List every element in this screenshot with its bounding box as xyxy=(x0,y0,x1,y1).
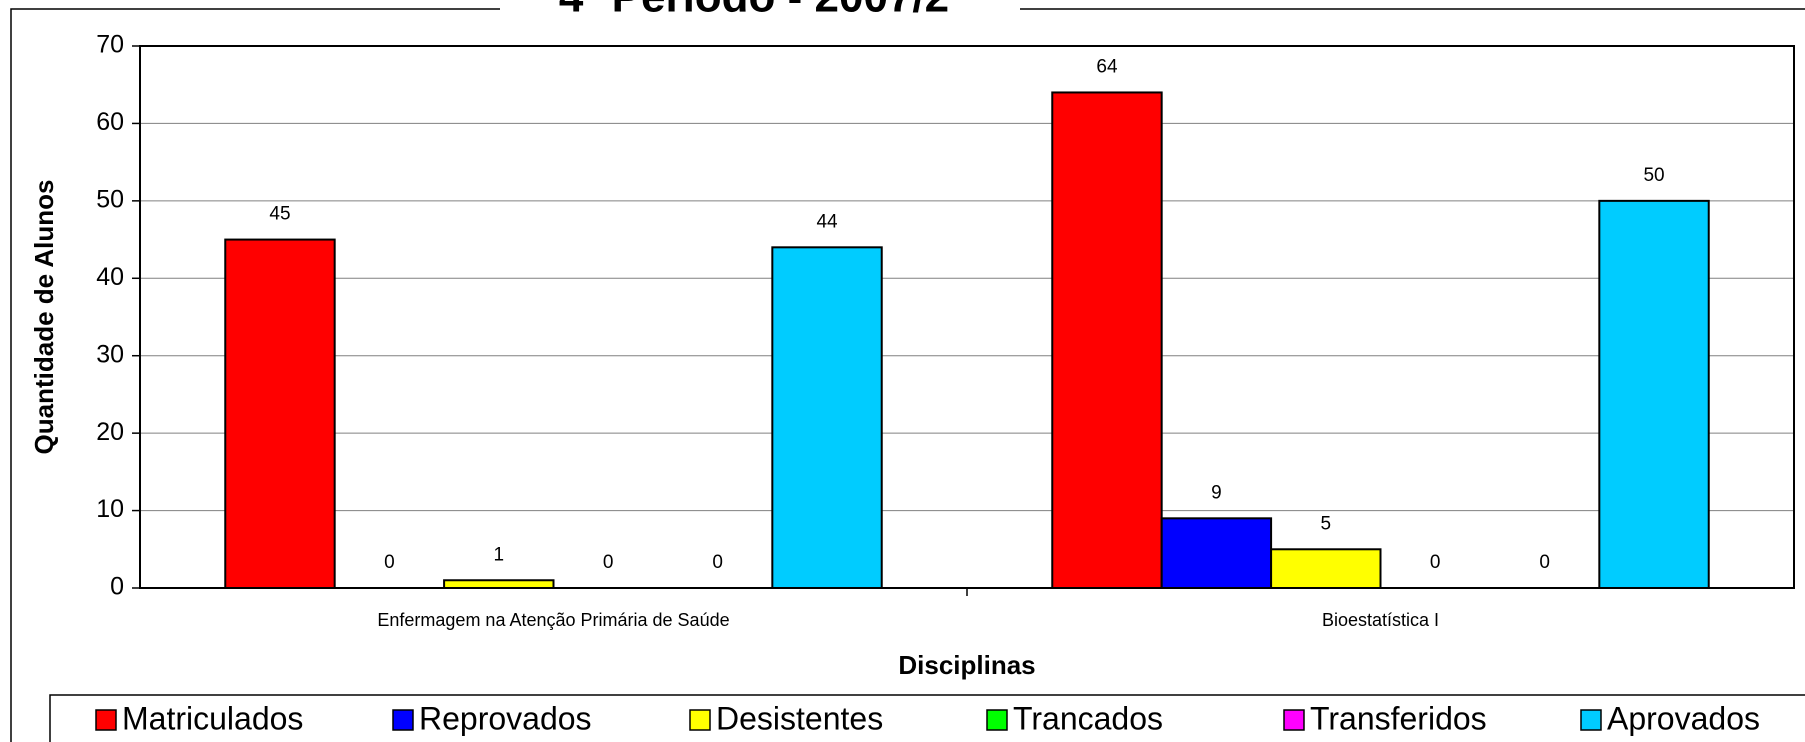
bar xyxy=(1270,548,1382,589)
data-label: 64 xyxy=(1096,56,1118,77)
y-tick-label: 70 xyxy=(96,31,124,59)
data-label: 0 xyxy=(1430,552,1441,573)
bar xyxy=(771,246,883,589)
y-tick-label: 50 xyxy=(96,185,124,213)
x-tick-label: Bioestatística I xyxy=(1322,610,1439,630)
data-label: 44 xyxy=(816,211,838,232)
legend-label: Trancados xyxy=(1013,700,1163,736)
x-axis-label: Disciplinas xyxy=(898,650,1035,680)
legend-label: Matriculados xyxy=(122,700,303,736)
data-label: 50 xyxy=(1643,165,1664,186)
data-label: 0 xyxy=(712,552,723,573)
bar xyxy=(1160,517,1273,589)
data-label: 9 xyxy=(1211,482,1222,503)
legend-swatch xyxy=(95,709,117,731)
y-tick-label: 10 xyxy=(96,495,124,523)
y-tick-label: 60 xyxy=(96,108,124,136)
x-tick-label: Enfermagem na Atenção Primária de Saúde xyxy=(377,610,729,630)
data-label: 0 xyxy=(603,552,614,573)
y-tick-label: 0 xyxy=(110,573,124,601)
y-tick-label: 30 xyxy=(96,340,124,368)
data-label: 5 xyxy=(1321,513,1332,534)
y-tick-label: 20 xyxy=(96,418,124,446)
legend-swatch xyxy=(392,709,414,731)
bar xyxy=(1051,91,1163,589)
legend-label: Reprovados xyxy=(419,700,592,736)
data-label: 1 xyxy=(494,544,505,565)
legend-label: Transferidos xyxy=(1310,700,1487,736)
legend-label: Aprovados xyxy=(1607,700,1760,736)
chart-title: 4º Período - 2007/2 xyxy=(559,0,949,22)
data-label: 0 xyxy=(384,552,395,573)
plot-frame xyxy=(139,45,1795,589)
data-label: 45 xyxy=(269,204,290,225)
bar xyxy=(224,238,336,589)
y-axis-label: Quantidade de Alunos xyxy=(29,180,59,455)
legend-swatch xyxy=(689,709,711,731)
legend-label: Desistentes xyxy=(716,700,883,736)
y-tick-label: 40 xyxy=(96,263,124,291)
legend-box xyxy=(49,694,1805,742)
bar xyxy=(443,579,555,589)
data-label: 0 xyxy=(1539,552,1550,573)
bar xyxy=(1598,199,1710,589)
legend-swatch xyxy=(1283,709,1305,731)
title-backdrop xyxy=(500,0,1020,20)
legend-swatch xyxy=(986,709,1008,731)
legend-swatch xyxy=(1580,709,1602,731)
